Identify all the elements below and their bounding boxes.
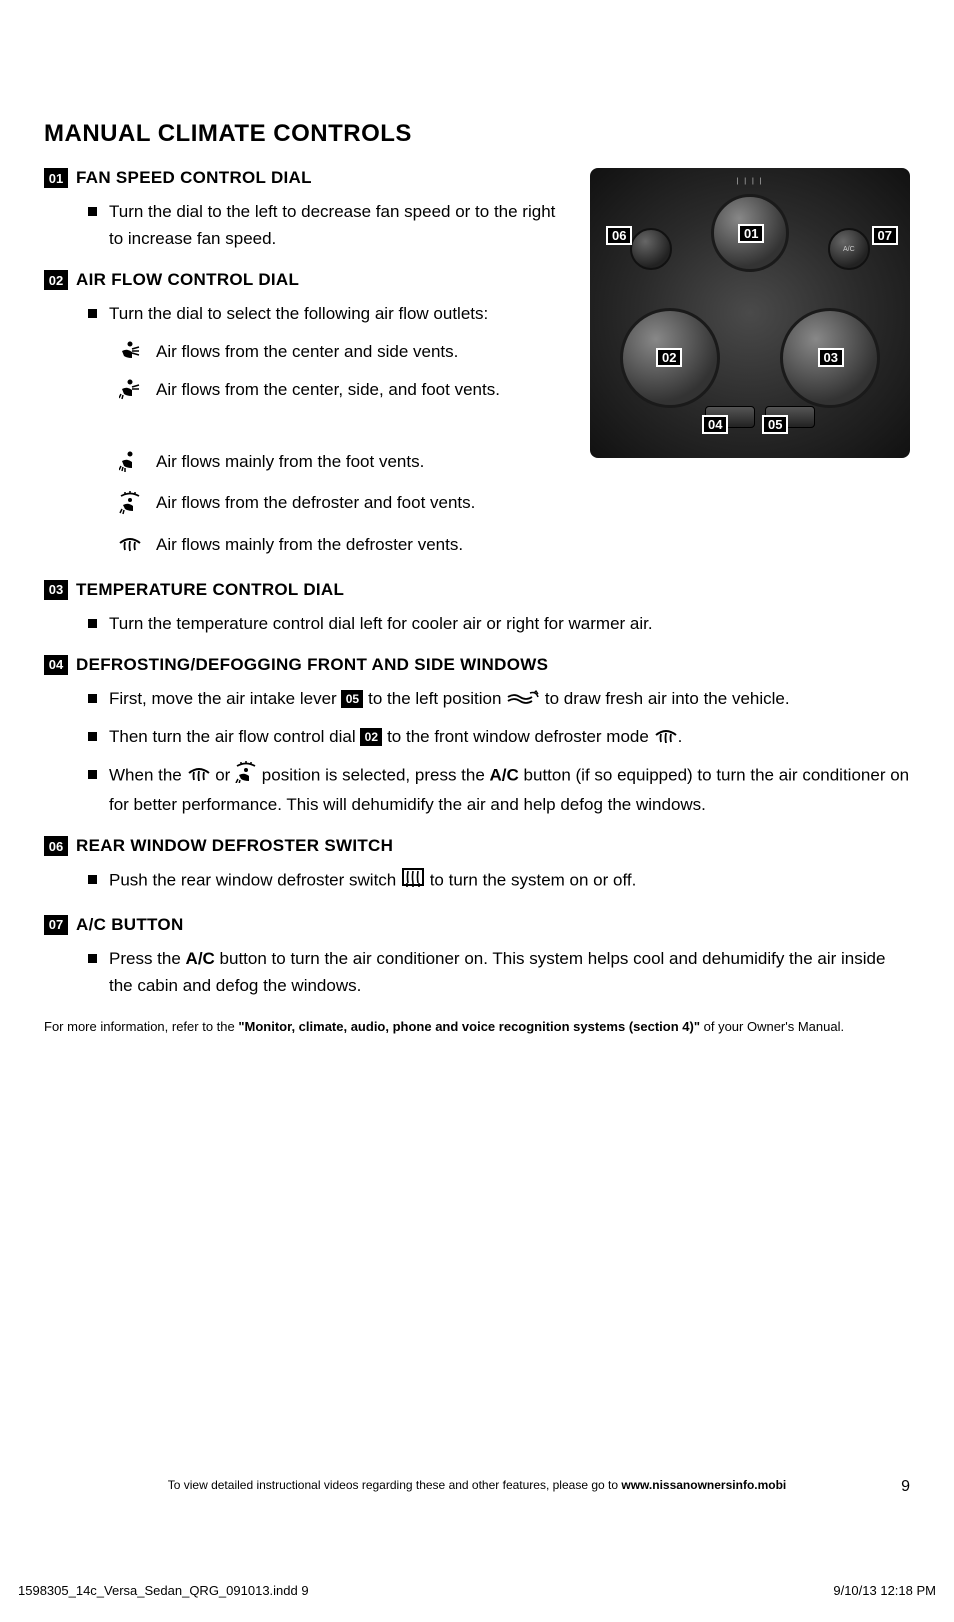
- subitem: Air flows from the center, side, and foo…: [44, 376, 574, 408]
- bullet: When the or position is selected, press …: [44, 761, 910, 818]
- bullet-text: When the or position is selected, press …: [109, 761, 910, 818]
- page-title: MANUAL CLIMATE CONTROLS: [44, 120, 910, 148]
- bullet: Turn the dial to the left to decrease fa…: [44, 198, 574, 252]
- bullet-marker: [88, 875, 97, 884]
- bullet: Turn the dial to select the following ai…: [44, 300, 574, 327]
- print-timestamp: 9/10/13 12:18 PM: [833, 1583, 936, 1598]
- print-file: 1598305_14c_Versa_Sedan_QRG_091013.indd …: [18, 1583, 309, 1598]
- section-title: TEMPERATURE CONTROL DIAL: [76, 580, 344, 600]
- defrost-icon: [187, 762, 211, 789]
- climate-control-diagram: | | | | 01 06 07 02 03 04 05: [590, 168, 910, 458]
- section-badge: 04: [44, 655, 68, 675]
- ac-button: [828, 228, 870, 270]
- section-02: 02 AIR FLOW CONTROL DIAL Turn the dial t…: [44, 270, 574, 408]
- bullet: Push the rear window defroster switch to…: [44, 866, 910, 896]
- defrost-icon: [116, 531, 144, 561]
- subitem-text: Air flows mainly from the foot vents.: [156, 448, 424, 475]
- section-badge: 01: [44, 168, 68, 188]
- section-01: 01 FAN SPEED CONTROL DIAL Turn the dial …: [44, 168, 574, 252]
- section-03: 03 TEMPERATURE CONTROL DIAL Turn the tem…: [44, 580, 910, 637]
- rear-defrost-icon: [401, 866, 425, 896]
- section-title: AIR FLOW CONTROL DIAL: [76, 270, 299, 290]
- callout-01: 01: [738, 224, 764, 243]
- callout-03: 03: [818, 348, 844, 367]
- section-07: 07 A/C BUTTON Press the A/C button to tu…: [44, 915, 910, 999]
- section-title: DEFROSTING/DEFOGGING FRONT AND SIDE WIND…: [76, 655, 548, 675]
- subitem-text: Air flows from the defroster and foot ve…: [156, 489, 475, 516]
- defrost-foot-icon: [116, 489, 144, 523]
- face-foot-vent-icon: [116, 376, 144, 408]
- subitem-text: Air flows from the center, side, and foo…: [156, 376, 500, 403]
- foot-vent-icon: [116, 448, 144, 481]
- section-04: 04 DEFROSTING/DEFOGGING FRONT AND SIDE W…: [44, 655, 910, 819]
- section-02-cont: Air flows mainly from the foot vents. Ai…: [44, 448, 910, 562]
- footnote: For more information, refer to the "Moni…: [44, 1017, 910, 1037]
- callout-04: 04: [702, 415, 728, 434]
- inline-badge-02: 02: [360, 728, 382, 746]
- defrost-icon: [654, 724, 678, 751]
- fan-marks: | | | |: [736, 178, 763, 185]
- section-badge: 02: [44, 270, 68, 290]
- subitem: Air flows mainly from the defroster vent…: [44, 531, 910, 561]
- callout-05: 05: [762, 415, 788, 434]
- section-badge: 03: [44, 580, 68, 600]
- bullet-text: Turn the dial to the left to decrease fa…: [109, 198, 574, 252]
- rear-defrost-button: [630, 228, 672, 270]
- bullet-marker: [88, 619, 97, 628]
- bullet-text: Turn the dial to select the following ai…: [109, 300, 488, 327]
- section-06: 06 REAR WINDOW DEFROSTER SWITCH Push the…: [44, 836, 910, 896]
- callout-07: 07: [872, 226, 898, 245]
- bullet: First, move the air intake lever 05 to t…: [44, 685, 910, 713]
- bullet-marker: [88, 309, 97, 318]
- section-title: FAN SPEED CONTROL DIAL: [76, 168, 312, 188]
- bullet-text: Then turn the air flow control dial 02 t…: [109, 723, 682, 751]
- face-vent-icon: [116, 338, 144, 368]
- bullet-marker: [88, 770, 97, 779]
- defrost-foot-icon: [235, 761, 257, 791]
- bullet: Press the A/C button to turn the air con…: [44, 945, 910, 999]
- subitem: Air flows from the center and side vents…: [44, 338, 574, 368]
- inline-badge-05: 05: [341, 690, 363, 708]
- bullet-text: Turn the temperature control dial left f…: [109, 610, 653, 637]
- bullet: Then turn the air flow control dial 02 t…: [44, 723, 910, 751]
- page-number: 9: [901, 1478, 910, 1496]
- bullet-marker: [88, 694, 97, 703]
- subitem-text: Air flows from the center and side vents…: [156, 338, 458, 365]
- bullet-marker: [88, 954, 97, 963]
- bullet-marker: [88, 207, 97, 216]
- bullet-marker: [88, 732, 97, 741]
- subitem: Air flows from the defroster and foot ve…: [44, 489, 910, 523]
- footer-text: To view detailed instructional videos re…: [0, 1478, 954, 1492]
- bullet: Turn the temperature control dial left f…: [44, 610, 910, 637]
- bullet-text: Push the rear window defroster switch to…: [109, 866, 636, 896]
- callout-02: 02: [656, 348, 682, 367]
- callout-06: 06: [606, 226, 632, 245]
- bullet-text: Press the A/C button to turn the air con…: [109, 945, 910, 999]
- section-title: A/C BUTTON: [76, 915, 184, 935]
- bullet-text: First, move the air intake lever 05 to t…: [109, 685, 790, 713]
- section-badge: 06: [44, 836, 68, 856]
- print-marks: 1598305_14c_Versa_Sedan_QRG_091013.indd …: [18, 1583, 936, 1598]
- section-badge: 07: [44, 915, 68, 935]
- subitem-text: Air flows mainly from the defroster vent…: [156, 531, 463, 558]
- fresh-air-icon: [506, 686, 540, 713]
- section-title: REAR WINDOW DEFROSTER SWITCH: [76, 836, 393, 856]
